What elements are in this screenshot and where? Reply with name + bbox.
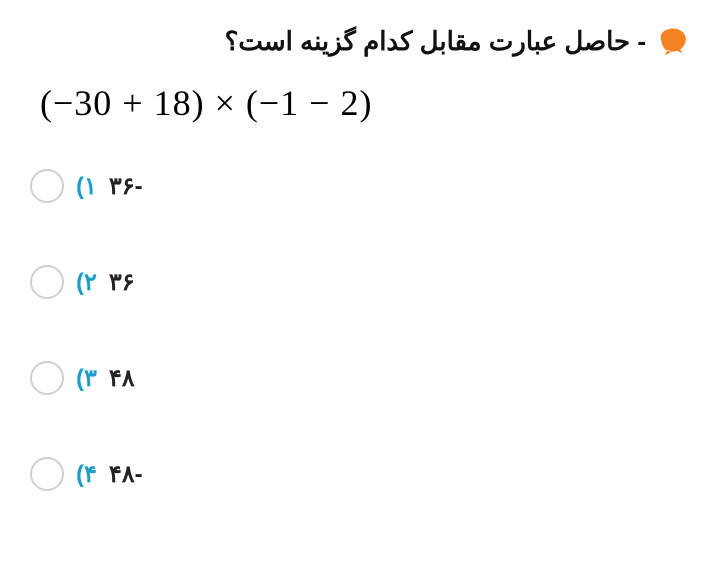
radio-icon[interactable] [30, 265, 64, 299]
option-number: ۱) [76, 172, 97, 201]
option-1[interactable]: ۱) -۳۶ [30, 169, 690, 203]
option-value: ۴۸ [109, 364, 135, 393]
radio-icon[interactable] [30, 169, 64, 203]
option-number: ۴) [76, 460, 97, 489]
radio-icon[interactable] [30, 361, 64, 395]
option-number: ۳) [76, 364, 97, 393]
question-marker-icon [654, 25, 690, 57]
option-value: -۳۶ [109, 172, 143, 201]
radio-icon[interactable] [30, 457, 64, 491]
option-4[interactable]: ۴) -۴۸ [30, 457, 690, 491]
question-text: - حاصل عبارت مقابل کدام گزینه است؟ [225, 26, 646, 57]
math-expression: (−30 + 18) × (−1 − 2) [0, 67, 720, 139]
option-value: -۴۸ [109, 460, 143, 489]
option-value: ۳۶ [109, 268, 135, 297]
options-list: ۱) -۳۶ ۲) ۳۶ ۳) ۴۸ ۴) -۴۸ [0, 139, 720, 491]
option-number: ۲) [76, 268, 97, 297]
option-2[interactable]: ۲) ۳۶ [30, 265, 690, 299]
option-3[interactable]: ۳) ۴۸ [30, 361, 690, 395]
question-header: - حاصل عبارت مقابل کدام گزینه است؟ [0, 0, 720, 67]
